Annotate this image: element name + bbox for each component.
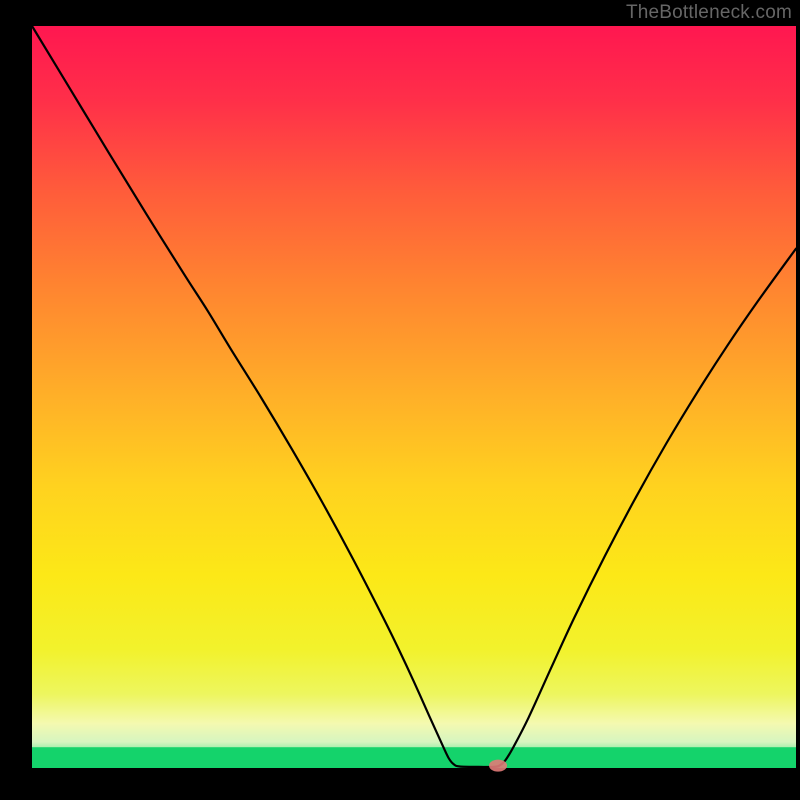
chart-frame: TheBottleneck.com [0,0,800,800]
optimal-point-marker [489,760,507,772]
green-baseline [32,747,796,768]
bottleneck-curve-chart [0,0,800,800]
plot-background [32,26,796,768]
